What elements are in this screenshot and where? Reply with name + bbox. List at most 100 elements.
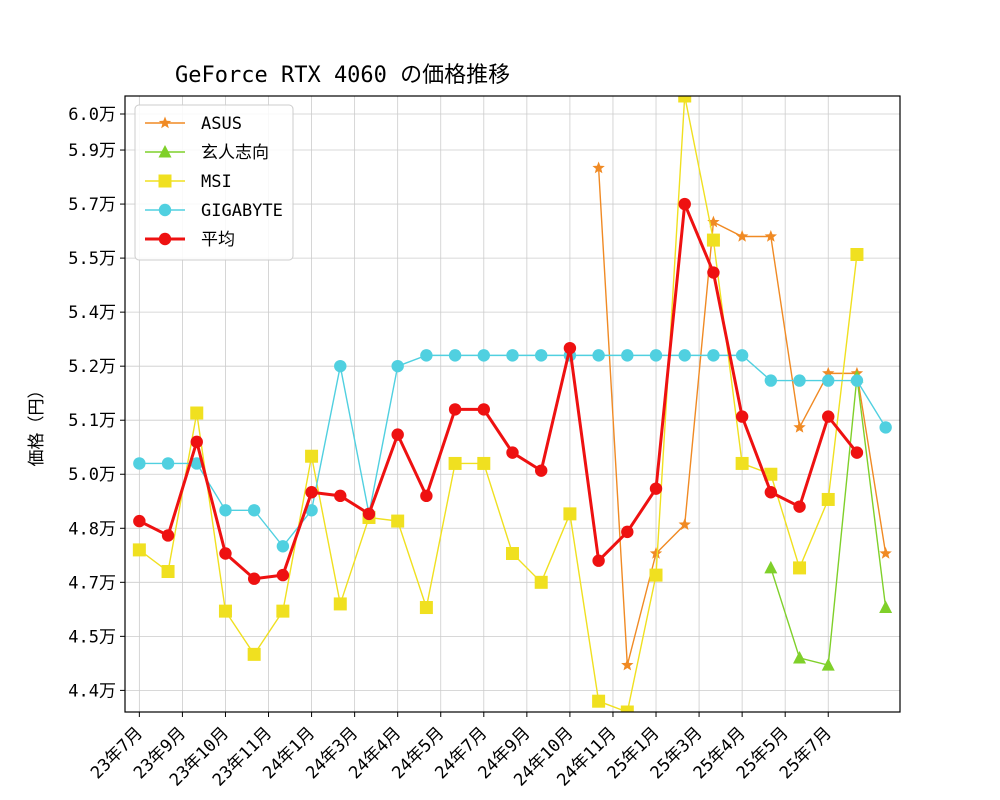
series-3 (133, 349, 892, 553)
data-point (276, 540, 290, 553)
data-point (822, 366, 835, 379)
series-2 (132, 96, 864, 712)
data-point (419, 601, 433, 615)
data-point (822, 374, 835, 387)
data-point (649, 547, 663, 559)
data-point (621, 525, 634, 539)
data-point (276, 568, 290, 582)
data-point (821, 492, 835, 506)
y-tick-label: 4.8万 (68, 519, 116, 539)
data-point (879, 600, 893, 614)
data-point (649, 568, 663, 582)
data-point (707, 215, 720, 228)
data-point (850, 374, 864, 387)
data-point (132, 543, 146, 557)
legend-marker (158, 145, 172, 158)
data-point (649, 482, 663, 495)
data-point (764, 467, 778, 481)
y-tick-label: 5.7万 (68, 195, 116, 215)
data-point (305, 486, 318, 499)
legend: ASUS 玄人志向 MSI GIGABYTE 平均 (134, 104, 294, 261)
data-point (764, 229, 778, 242)
chart-title: GeForce RTX 4060 の価格推移 (175, 63, 510, 88)
data-point (706, 233, 720, 247)
legend-marker (158, 116, 172, 129)
data-point (161, 565, 175, 579)
series-line-2 (138, 96, 858, 712)
y-tick-label: 4.7万 (68, 573, 116, 593)
y-tick-label: 4.5万 (68, 627, 116, 647)
data-point (477, 349, 490, 362)
data-point (133, 457, 146, 470)
data-point (190, 406, 204, 420)
data-point (735, 349, 749, 362)
data-point (276, 604, 290, 618)
data-point (161, 529, 175, 542)
data-point (391, 359, 404, 373)
data-point (218, 604, 232, 618)
data-point (247, 504, 261, 517)
data-point (793, 420, 806, 433)
data-point (592, 554, 605, 567)
data-point (678, 349, 691, 362)
y-tick-label: 5.2万 (68, 357, 116, 377)
series-layer (132, 96, 893, 712)
legend-marker (158, 203, 172, 217)
data-point (793, 374, 806, 387)
data-point (678, 96, 692, 103)
data-point (190, 435, 203, 449)
data-point (707, 266, 720, 279)
data-point (735, 410, 749, 423)
data-point (850, 446, 864, 459)
data-point (592, 694, 606, 708)
data-point (247, 572, 261, 585)
data-point (305, 449, 319, 463)
legend-label: GIGABYTE (201, 201, 283, 221)
data-point (620, 705, 634, 712)
data-point (420, 489, 433, 503)
legend-marker (158, 232, 172, 246)
data-point (477, 456, 491, 470)
data-point (362, 507, 376, 521)
data-point (334, 489, 347, 503)
data-point (879, 547, 892, 559)
data-point (391, 428, 404, 441)
y-tick-label: 5.4万 (68, 303, 116, 323)
data-point (506, 349, 519, 362)
data-point (678, 197, 691, 211)
data-point (506, 446, 519, 459)
legend-box (134, 104, 294, 261)
data-point (764, 560, 778, 574)
y-tick-label: 5.1万 (68, 411, 116, 431)
y-tick-label: 5.9万 (68, 141, 116, 161)
data-point (190, 457, 203, 470)
data-point (333, 597, 347, 611)
data-point (735, 229, 749, 242)
data-point (133, 514, 146, 528)
legend-label: 平均 (201, 230, 235, 250)
plot-frame (124, 95, 901, 713)
data-point (477, 403, 490, 416)
data-point (420, 349, 433, 362)
data-point (448, 403, 462, 416)
series-4 (133, 197, 864, 585)
y-tick-label: 5.5万 (68, 249, 116, 269)
legend-label: ASUS (201, 114, 242, 134)
data-point (735, 456, 749, 470)
data-point (563, 507, 577, 521)
data-point (707, 349, 720, 362)
data-point (592, 161, 605, 174)
data-point (534, 575, 548, 589)
data-point (822, 410, 835, 423)
data-point (535, 349, 548, 362)
data-point (793, 561, 807, 575)
data-point (764, 374, 778, 387)
data-point (161, 457, 175, 470)
data-point (305, 504, 318, 517)
data-point (649, 349, 663, 362)
data-point (621, 658, 634, 671)
data-point (535, 464, 548, 477)
y-axis-label: 価格（円） (27, 382, 47, 467)
data-point (448, 349, 462, 362)
